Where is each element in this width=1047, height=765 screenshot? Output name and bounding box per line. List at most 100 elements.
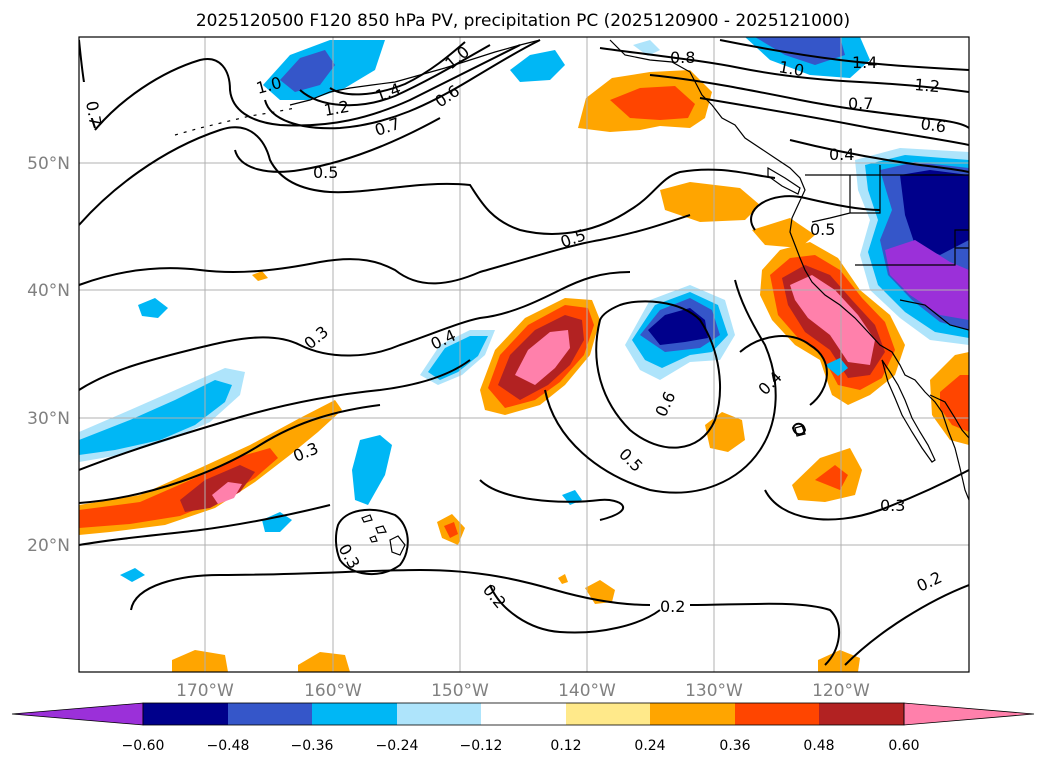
colorbar: −0.60 −0.48 −0.36 −0.24 −0.12 0.12 0.24 … [11,702,1035,754]
contour-label: 0.7 [848,94,873,113]
pv-contour-line [791,422,807,436]
precip-anomaly-region [79,448,278,528]
pv-contour-line [329,41,466,96]
colorbar-tick-label: 0.36 [719,738,750,754]
latitude-axis: 50°N 40°N 30°N 20°N [27,154,70,556]
pv-contour-line [544,279,777,494]
contour-label: 0.3 [880,496,905,515]
longitude-axis: 170°W 160°W 150°W 140°W 130°W 120°W [176,681,870,701]
pv-contour-line [699,97,969,146]
pv-contour-line [599,47,969,93]
precip-anomaly-region [515,330,570,385]
precip-anomaly-region [885,240,969,320]
lon-tick-label: 170°W [176,681,234,701]
contour-label: 1.2 [914,75,941,96]
precip-anomaly-region [280,50,335,92]
baja-california-coastline [881,359,936,463]
precip-anomaly-region [900,170,969,255]
pv-contour-line [79,404,381,504]
lon-tick-label: 160°W [304,681,362,701]
contour-label: 0.5 [810,220,835,239]
pv-contour-line [689,602,841,666]
pv-contour-line [299,44,491,107]
contour-label: 0.4 [829,145,854,164]
contour-label: 0.2 [660,597,685,616]
pv-contours [79,39,969,666]
colorbar-segment [312,703,397,725]
pv-contour-line [844,584,969,666]
figure-title: 2025120500 F120 850 hPa PV, precipitatio… [196,11,850,31]
coastlines [174,39,969,556]
precip-anomaly-region [510,50,565,82]
colorbar-segment [397,703,481,725]
pv-contour-line [130,568,651,611]
precip-anomaly-region [212,482,242,504]
precip-anomaly-region [818,650,860,672]
colorbar-segment [481,703,566,725]
pv-contour-line [739,335,828,406]
pv-contour-line [79,271,631,391]
colorbar-tick-label: −0.60 [122,738,165,754]
pv-contour-line [649,74,969,129]
precip-anomaly-region [180,465,255,512]
mexico-coastline [929,394,969,439]
colorbar-segment [566,703,650,725]
colorbar-tick-label: −0.12 [460,738,503,754]
precip-anomaly-region [825,358,848,376]
contour-label: 1.2 [322,97,350,120]
lat-tick-label: 30°N [27,409,70,429]
pv-contour-line [79,126,776,235]
colorbar-segment [735,703,819,725]
precip-anomaly-region [558,574,568,584]
pv-contour-line [79,214,691,286]
precip-anomaly-region [610,86,695,120]
colorbar-segment [143,703,228,725]
contour-label: 1.4 [852,53,877,72]
pv-contour-line [264,39,541,130]
precip-anomaly-region [444,522,458,538]
colorbar-segment [819,703,904,725]
pv-contour-line [479,479,625,521]
precip-anomaly-region [648,308,708,345]
precip-anomaly-region [252,271,268,281]
colorbar-segment [650,703,735,725]
precip-anomaly-region [298,652,350,672]
lat-tick-label: 40°N [27,281,70,301]
colorbar-segment [228,703,312,725]
colorbar-max-extend [903,702,1035,726]
pv-contour-line [79,359,471,471]
contour-label: 0.6 [919,114,947,136]
colorbar-tick-label: 0.48 [803,738,834,754]
colorbar-tick-label: 0.60 [888,738,919,754]
contour-label: 1.0 [777,57,805,80]
interior-border [811,165,969,331]
colorbar-tick-label: −0.36 [291,738,334,754]
pv-contour-line [595,300,721,449]
precip-anomaly-region [660,182,760,222]
precip-anomaly-region [633,40,660,56]
contour-label: 0.5 [313,163,338,182]
pv-contour-line [94,44,521,131]
lon-tick-label: 120°W [812,681,870,701]
lon-tick-label: 130°W [685,681,743,701]
precip-anomaly-region [138,298,168,318]
precip-anomaly-region [790,275,875,365]
colorbar-tick-label: 0.24 [634,738,665,754]
precip-anomaly-region [428,336,488,380]
pv-contour-line [789,139,969,173]
precip-anomaly-region [262,512,292,532]
precip-anomaly-region [585,580,615,604]
precip-anomaly-region [172,650,228,672]
colorbar-frame [142,702,905,726]
pv-contour-line [719,39,969,71]
pv-contour-line [334,508,409,576]
colorbar-tick-label: −0.48 [207,738,250,754]
pv-contour-line [764,469,969,521]
aleutian-islands [174,107,296,136]
pv-contour-line [234,117,441,173]
colorbar-tick-label: 0.12 [550,738,581,754]
lat-tick-label: 50°N [27,154,70,174]
gulf-of-alaska-coastline [289,39,541,106]
precip-shading [79,37,969,672]
